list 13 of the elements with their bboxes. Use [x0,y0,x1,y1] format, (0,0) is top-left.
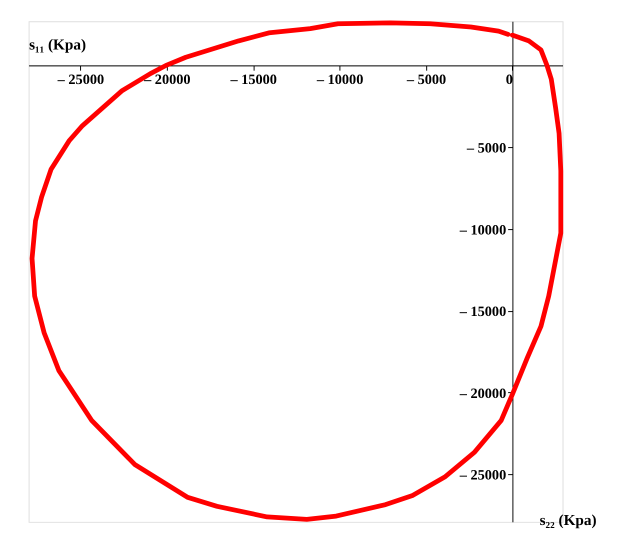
x-tick-label: – 15000 [229,72,277,88]
x-tick-label: – 10000 [316,72,364,88]
y-tick-label: – 25000 [458,468,506,484]
y-tick-label: – 20000 [458,386,506,402]
x-axis-title: s₁₁ (Kpa) [29,36,86,54]
x-tick-label: – 20000 [143,72,191,88]
y-axis-title: s₂₂ (Kpa) [540,512,597,530]
y-tick-label: – 5000 [466,140,506,156]
x-tick-label: – 25000 [56,72,104,88]
x-tick-label: 0 [506,72,513,88]
y-tick-label: – 15000 [458,304,506,320]
y-tick-label: – 10000 [458,222,506,238]
x-tick-label: – 5000 [406,72,446,88]
